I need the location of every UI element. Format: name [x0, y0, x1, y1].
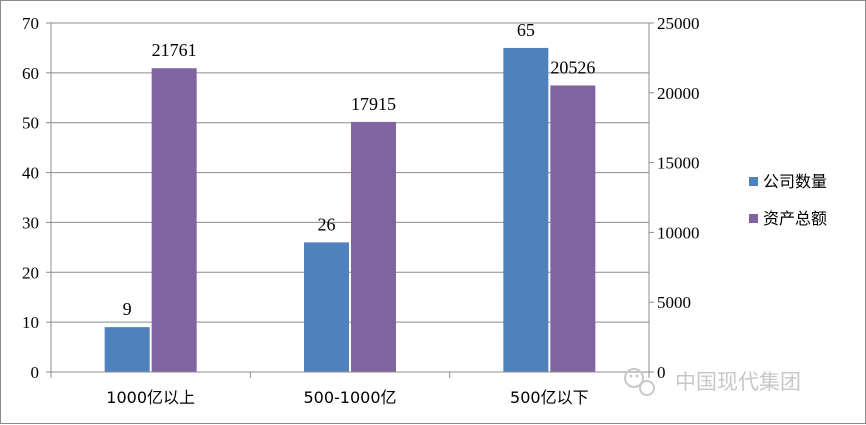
left-tick-label: 70	[22, 14, 39, 33]
data-label: 26	[318, 214, 336, 234]
axes: 0 10 20 30 40 50 60 70 0 5000 10000 15000 20000 25000…	[22, 14, 700, 407]
bar-company-count	[304, 242, 349, 372]
x-tick-label: 500亿以下	[510, 388, 589, 407]
bars	[104, 47, 596, 373]
right-tick-label: 5000	[657, 293, 691, 312]
legend-swatch	[749, 214, 758, 223]
right-tick-label: 25000	[657, 14, 700, 33]
right-tick-label: 20000	[657, 84, 700, 103]
bar-total-assets	[151, 68, 197, 373]
right-tick-label: 0	[657, 363, 666, 382]
bar-total-assets	[550, 85, 596, 373]
watermark: 中国现代集团	[624, 368, 801, 396]
bar-company-count	[503, 47, 549, 373]
data-label: 9	[123, 299, 132, 319]
data-label: 65	[517, 20, 535, 40]
legend-label: 资产总额	[763, 209, 827, 228]
data-label: 21761	[152, 40, 197, 60]
gridlines	[51, 22, 649, 323]
right-tick-label: 10000	[657, 223, 700, 242]
left-tick-label: 20	[22, 263, 39, 282]
x-tick-label: 1000亿以上	[106, 388, 195, 407]
bar-company-count	[104, 327, 150, 372]
left-tick-label: 30	[22, 213, 39, 232]
legend-label: 公司数量	[763, 172, 827, 191]
left-tick-label: 50	[22, 114, 39, 133]
bar-total-assets	[351, 121, 396, 372]
watermark-text: 中国现代集团	[675, 370, 801, 394]
left-tick-label: 0	[31, 363, 40, 382]
right-tick-label: 15000	[657, 154, 700, 173]
left-tick-label: 40	[22, 164, 39, 183]
data-label: 20526	[550, 57, 595, 77]
legend-swatch	[749, 177, 758, 186]
left-tick-label: 60	[22, 64, 39, 83]
data-labels: 9 21761 26 17915 65 20526	[123, 20, 596, 319]
left-tick-label: 10	[22, 313, 39, 332]
x-tick-label: 500-1000亿	[303, 388, 396, 407]
wechat-icon	[624, 368, 655, 396]
data-label: 17915	[351, 94, 396, 114]
